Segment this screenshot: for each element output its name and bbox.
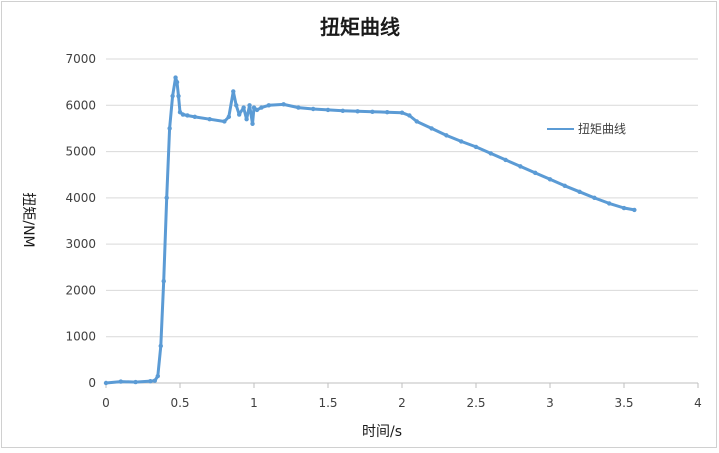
data-point [473, 144, 479, 150]
data-point [158, 343, 163, 349]
x-tick-label: 0 [102, 396, 110, 410]
x-axis-title: 时间/s [362, 424, 402, 440]
data-point [518, 164, 523, 169]
data-point [533, 170, 538, 176]
x-tick-label: 0.5 [170, 396, 189, 410]
data-point [222, 119, 227, 124]
data-point [407, 113, 412, 118]
data-point [399, 110, 405, 115]
data-point [311, 106, 316, 112]
gridlines [106, 58, 698, 384]
series-markers [103, 75, 637, 386]
data-point [325, 107, 331, 113]
legend-label: 扭矩曲线 [578, 122, 626, 136]
x-axis-ticks: 0 0.5 1 1.5 2 2.5 3 3.5 4 [102, 383, 702, 410]
data-point [429, 126, 434, 131]
y-tick-label: 6000 [65, 98, 96, 112]
data-point [577, 189, 582, 195]
x-tick-label: 3 [546, 396, 554, 410]
data-point [414, 119, 419, 124]
data-point [459, 139, 464, 144]
data-point [173, 75, 178, 80]
data-point [177, 110, 183, 115]
data-point [174, 79, 180, 85]
legend: 扭矩曲线 [547, 122, 626, 136]
data-point [180, 112, 186, 117]
data-point [488, 151, 493, 156]
data-point [176, 93, 181, 99]
data-point [562, 183, 567, 189]
x-tick-label: 1 [250, 396, 258, 410]
data-point [607, 201, 612, 206]
x-tick-label: 2 [398, 396, 406, 410]
y-tick-label: 0 [88, 376, 96, 390]
data-point [250, 121, 255, 127]
x-tick-label: 2.5 [466, 396, 485, 410]
chart-title: 扭矩曲线 [320, 15, 400, 39]
data-point [148, 378, 153, 384]
data-point [259, 105, 264, 110]
data-point [192, 114, 197, 120]
data-point [226, 114, 232, 120]
data-point [385, 110, 390, 115]
data-point [370, 109, 375, 114]
data-point [355, 109, 360, 114]
y-tick-label: 2000 [65, 283, 96, 297]
data-point [231, 89, 236, 94]
data-point [161, 278, 166, 284]
data-point [281, 102, 286, 107]
data-point [164, 195, 169, 201]
data-point [103, 380, 109, 386]
y-tick-label: 1000 [65, 330, 96, 344]
y-axis-title: 扭矩/NM [20, 192, 36, 247]
data-point [155, 373, 160, 379]
data-point [503, 157, 508, 163]
y-tick-label: 7000 [65, 52, 96, 66]
data-point [244, 116, 249, 122]
data-point [237, 112, 242, 117]
data-point [621, 205, 627, 211]
data-point [118, 379, 124, 384]
x-tick-label: 3.5 [614, 396, 633, 410]
y-axis-ticks: 0 1000 2000 3000 4000 5000 6000 7000 [65, 52, 96, 390]
data-point [247, 103, 252, 108]
data-point [234, 103, 239, 108]
data-point [251, 105, 257, 110]
data-point [254, 107, 260, 113]
data-point [632, 207, 637, 213]
data-point [547, 177, 553, 182]
data-point [167, 126, 172, 131]
x-tick-label: 4 [694, 396, 702, 410]
data-point [592, 195, 597, 201]
data-point [170, 93, 175, 99]
data-point [340, 108, 345, 114]
data-point [266, 103, 271, 108]
data-point [241, 105, 246, 110]
data-point [296, 105, 301, 110]
y-tick-label: 4000 [65, 191, 96, 205]
data-point [152, 378, 158, 383]
y-tick-label: 3000 [65, 237, 96, 251]
data-point [207, 116, 212, 122]
y-tick-label: 5000 [65, 145, 96, 159]
data-point [185, 113, 190, 118]
data-point [444, 133, 449, 138]
data-point [133, 379, 138, 385]
x-tick-label: 1.5 [318, 396, 337, 410]
